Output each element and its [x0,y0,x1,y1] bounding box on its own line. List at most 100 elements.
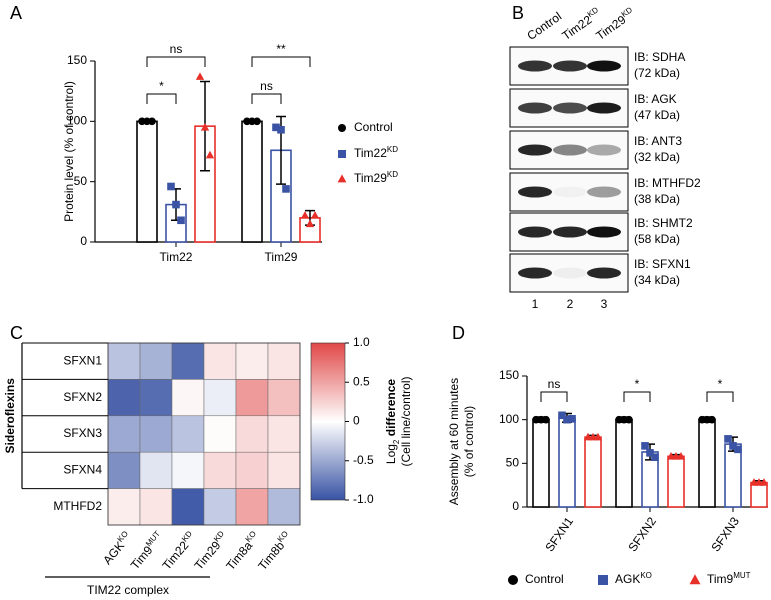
marker [172,200,180,209]
heatmap-cell [267,451,301,489]
heatmap-cell [139,379,173,417]
significance-bracket [540,391,568,402]
marker [759,478,769,486]
heatmap-cell [107,342,141,380]
significance-label: * [635,377,640,391]
marker [689,574,701,585]
heatmap-cell [171,415,205,453]
blot-band [587,186,621,198]
marker [338,124,346,132]
blot-band [553,226,587,238]
marker [568,414,576,423]
blot-band [553,186,587,198]
marker [282,185,290,193]
panel-label: D [452,323,465,343]
heatmap-cell [107,488,141,526]
legend-label: Tim22KD [354,145,398,161]
blot-antibody: IB: SDHA [634,50,685,64]
blot-band [518,226,552,238]
column-label-main: Tim29 [192,538,224,572]
significance-bracket [706,391,734,402]
row-group-label: Sideroflexins [3,378,17,454]
marker [200,122,210,131]
panel-label: B [512,3,524,23]
blot-band [518,102,552,114]
legend-label-sup: KO [640,571,652,580]
significance-label: ns [170,42,183,56]
colorbar-label-main: Log [384,444,398,464]
bar [241,120,263,243]
legend-label-main: Control [354,120,393,134]
lane-label: Tim29KD [593,5,638,43]
legend-label: Control [354,120,393,134]
y-tick-label: 50 [506,456,520,470]
blot-size: (58 kDa) [634,232,680,246]
column-label-main: Tim8a [223,539,255,573]
column-label-main: Tim22 [160,538,192,572]
legend-label-sup: KD [387,145,398,154]
significance-bracket [146,93,177,104]
column-label: Tim22KD [159,529,199,573]
y-axis-label: Protein level (% of control) [62,81,76,222]
blot-band [518,267,552,279]
heatmap-cell [235,342,269,380]
bar [698,418,716,508]
bar [615,418,633,508]
marker [272,123,280,132]
heatmap-cell [267,488,301,526]
heatmap-cell [139,451,173,489]
colorbar-tick-label: 0 [353,414,360,428]
x-tick-label: Tim22 [160,250,193,264]
blot-band [553,102,587,114]
x-tick-label: SFXN2 [625,514,659,554]
lane-label: Control [525,9,565,43]
marker [558,411,566,420]
marker [598,575,608,585]
colorbar-tick-label: -0.5 [353,453,374,467]
row-label: SFXN4 [63,463,102,477]
panel-label: A [10,3,22,23]
y-tick-label: 100 [67,114,87,128]
colorbar [310,342,346,501]
x-tick-label: SFXN3 [708,514,742,554]
legend-label-main: Tim29 [354,171,387,185]
heatmap-cell [107,451,141,489]
legend-label-sup: KD [387,170,398,179]
heatmap-cell [267,342,301,380]
lane-number: 1 [532,297,539,311]
significance-bracket [251,56,311,67]
legend-label-main: Tim9 [707,572,734,586]
blot-band [553,144,587,156]
heatmap-cell [203,379,237,417]
marker [305,219,315,228]
heatmap-cell [107,415,141,453]
column-label-sup: MUT [144,529,162,548]
blot-size: (34 kDa) [634,273,680,287]
legend-label-sup: MUT [733,571,750,580]
y-axis-label: (% of control) [462,406,476,477]
colorbar-tick-label: -1.0 [353,492,374,506]
colorbar-label-bold: difference [384,379,398,437]
blot-size: (47 kDa) [634,108,680,122]
heatmap-cell [203,488,237,526]
marker [338,150,346,158]
y-tick-label: 50 [74,174,88,188]
y-tick-label: 150 [499,368,519,382]
heatmap-cell [267,415,301,453]
marker [734,445,742,454]
marker [676,451,686,460]
y-tick-label: 100 [499,412,519,426]
significance-label: * [159,79,164,93]
significance-bracket [623,391,651,402]
marker [646,449,654,457]
heatmap-frame [107,342,301,526]
blot-size: (32 kDa) [634,150,680,164]
heatmap-cell [203,415,237,453]
colorbar-label-line2: (Cell line/control) [399,376,413,466]
blot-size: (38 kDa) [634,192,680,206]
marker [310,211,320,219]
blot-band [518,144,552,156]
column-label-main: AGK [100,539,127,567]
column-label: Tim8bKO [254,529,295,573]
heatmap-cell [171,451,205,489]
